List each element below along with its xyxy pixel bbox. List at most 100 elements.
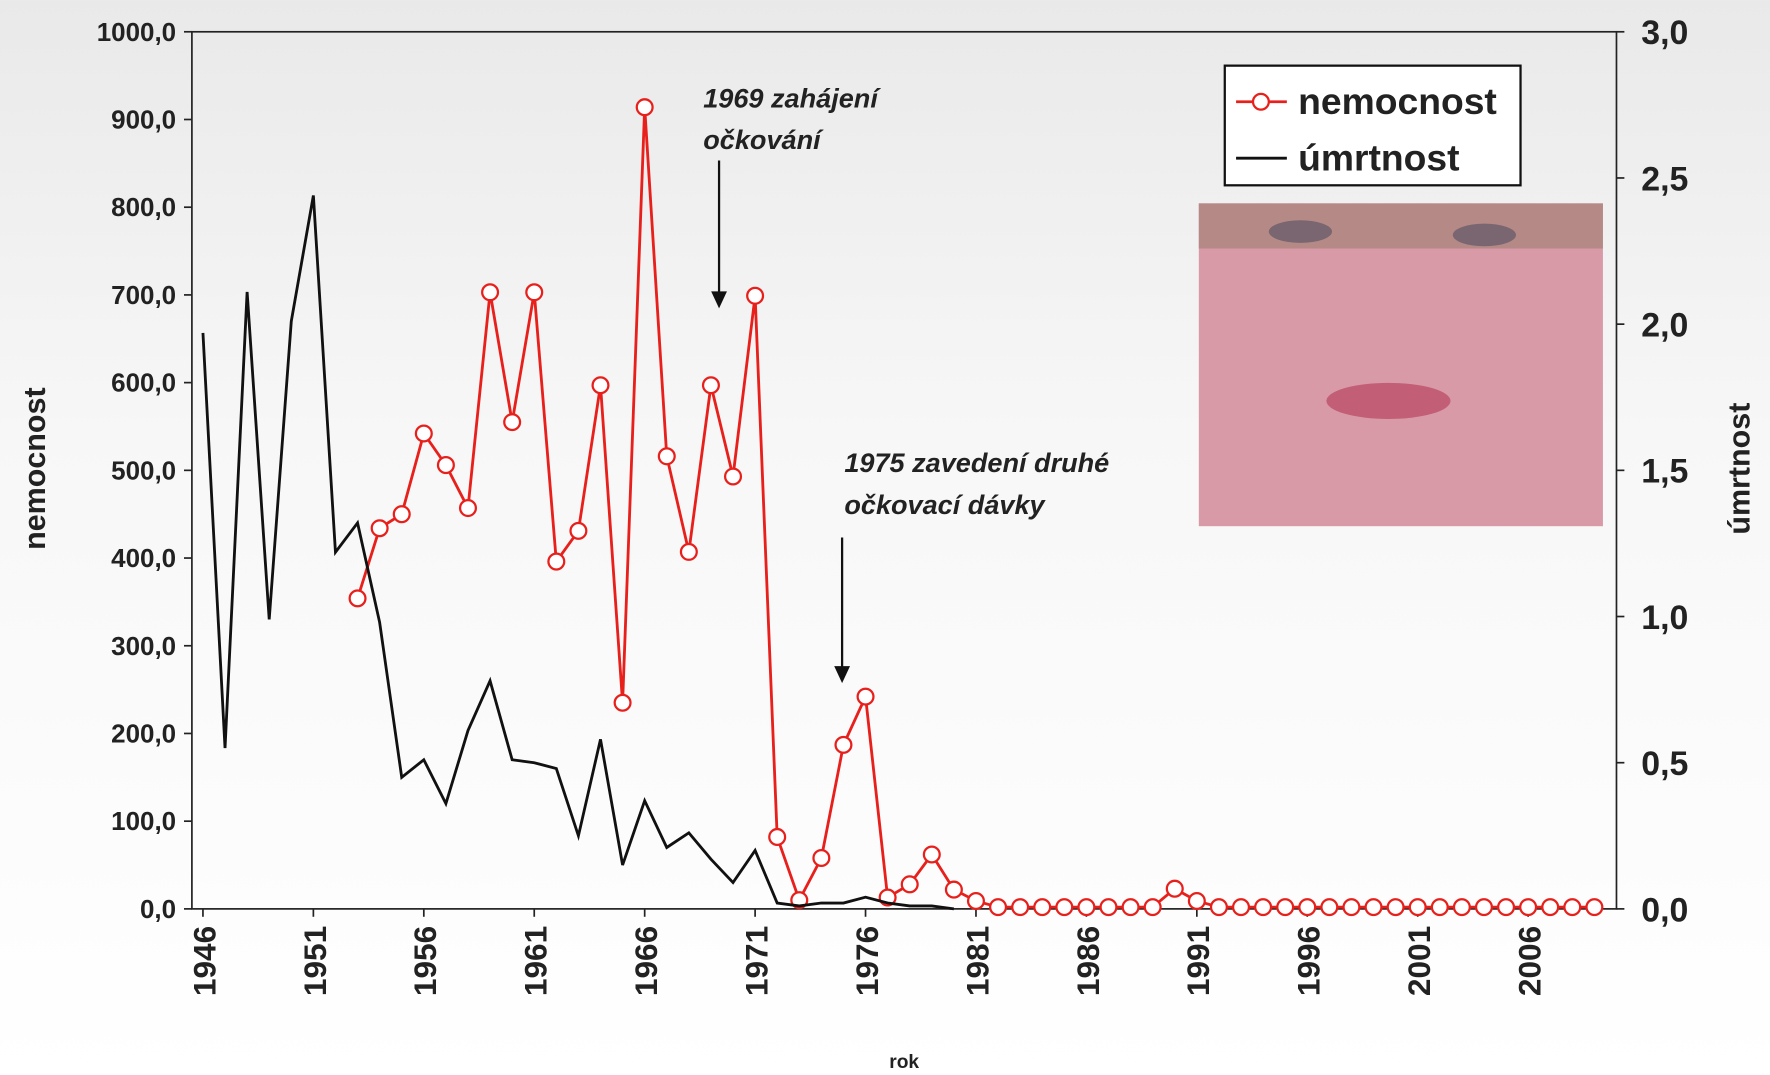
y2-tick-label: 2,0 <box>1641 307 1688 345</box>
data-point <box>1123 899 1139 915</box>
x-tick-label: 1971 <box>739 926 775 996</box>
data-point <box>482 284 498 300</box>
x-tick-label: 1961 <box>518 926 554 996</box>
legend-label: úmrtnost <box>1298 137 1459 179</box>
data-point <box>1299 899 1315 915</box>
data-point <box>1586 899 1602 915</box>
y-axis-label: nemocnost <box>18 387 52 550</box>
data-point <box>438 457 454 473</box>
data-point <box>769 829 785 845</box>
data-point <box>1145 899 1161 915</box>
photo-mouth <box>1326 383 1450 419</box>
data-point <box>1167 881 1183 897</box>
y2-tick-label: 0,5 <box>1641 745 1688 783</box>
y2-tick-label: 0,0 <box>1641 891 1688 929</box>
data-point <box>1564 899 1580 915</box>
y-tick-label: 400,0 <box>111 543 176 573</box>
data-point <box>1388 899 1404 915</box>
x-tick-label: 1991 <box>1180 926 1216 996</box>
data-point <box>747 288 763 304</box>
data-point <box>1277 899 1293 915</box>
data-point <box>1344 899 1360 915</box>
x-tick-label: 1956 <box>407 926 443 996</box>
data-point <box>1432 899 1448 915</box>
data-point <box>1410 899 1426 915</box>
y-tick-label: 100,0 <box>111 806 176 836</box>
y-tick-label: 600,0 <box>111 368 176 398</box>
x-tick-label: 1966 <box>628 926 664 996</box>
x-tick-label: 1946 <box>186 926 222 996</box>
data-point <box>571 523 587 539</box>
data-point <box>548 554 564 570</box>
y-tick-label: 300,0 <box>111 631 176 661</box>
data-point <box>1255 899 1271 915</box>
data-point <box>1101 899 1117 915</box>
data-point <box>1366 899 1382 915</box>
data-point <box>1012 899 1028 915</box>
x-tick-label: 2001 <box>1401 926 1437 996</box>
data-point <box>1476 899 1492 915</box>
data-point <box>703 377 719 393</box>
y2-tick-label: 1,5 <box>1641 453 1688 491</box>
photo-eye <box>1453 224 1516 247</box>
annotation: 1969 zahájení <box>703 82 881 113</box>
y-tick-label: 0,0 <box>140 894 176 924</box>
x-tick-label: 1981 <box>959 926 995 996</box>
legend-label: nemocnost <box>1298 80 1497 122</box>
data-point <box>858 689 874 705</box>
y2-tick-label: 2,5 <box>1641 160 1688 198</box>
photo-face <box>1199 203 1603 526</box>
data-point <box>615 695 631 711</box>
data-point <box>394 506 410 522</box>
photo-eye <box>1269 220 1332 243</box>
photo <box>1199 203 1603 526</box>
data-point <box>902 876 918 892</box>
legend-marker <box>1253 94 1269 110</box>
annotation: očkování <box>703 124 824 155</box>
x-tick-label: 2006 <box>1512 926 1548 996</box>
x-axis-label: rok <box>889 1052 919 1073</box>
data-point <box>350 590 366 606</box>
data-point <box>1454 899 1470 915</box>
y2-axis-label: úmrtnost <box>1723 403 1757 535</box>
data-point <box>1056 899 1072 915</box>
data-point <box>1542 899 1558 915</box>
chart: nemocnost úmrtnost rok 0,0 100,0 200,0 300,… <box>0 0 1770 1075</box>
data-point <box>725 469 741 485</box>
data-point <box>836 737 852 753</box>
data-point <box>813 850 829 866</box>
x-tick-label: 1951 <box>297 926 333 996</box>
data-point <box>1233 899 1249 915</box>
y-tick-label: 800,0 <box>111 192 176 222</box>
y-tick-label: 500,0 <box>111 455 176 485</box>
arrow-head <box>711 291 727 308</box>
data-point <box>526 284 542 300</box>
data-point <box>1189 893 1205 909</box>
x-tick-label: 1996 <box>1291 926 1327 996</box>
annotation: 1975 zavedení druhé <box>844 447 1109 478</box>
y-tick-label: 200,0 <box>111 718 176 748</box>
data-point <box>416 426 432 442</box>
data-point <box>1079 899 1095 915</box>
y-tick-label: 700,0 <box>111 280 176 310</box>
y-tick-label: 1000,0 <box>97 17 176 47</box>
data-point <box>659 448 675 464</box>
y2-tick-label: 3,0 <box>1641 14 1688 52</box>
x-tick-label: 1986 <box>1070 926 1106 996</box>
data-point <box>946 882 962 898</box>
data-point <box>637 99 653 115</box>
data-point <box>504 414 520 430</box>
y2-tick-label: 1,0 <box>1641 599 1688 637</box>
data-point <box>1321 899 1337 915</box>
x-tick-label: 1976 <box>849 926 885 996</box>
data-point <box>968 893 984 909</box>
annotation: očkovací dávky <box>844 489 1046 520</box>
y-tick-label: 900,0 <box>111 105 176 135</box>
arrow-head <box>834 666 850 683</box>
legend: nemocnost úmrtnost <box>1225 66 1521 186</box>
data-point <box>1520 899 1536 915</box>
page: {"chart_data":{"type":"line", "x":[1946,… <box>0 0 1770 1075</box>
data-point <box>924 847 940 863</box>
photo-hair <box>1199 203 1603 248</box>
data-point <box>460 500 476 516</box>
